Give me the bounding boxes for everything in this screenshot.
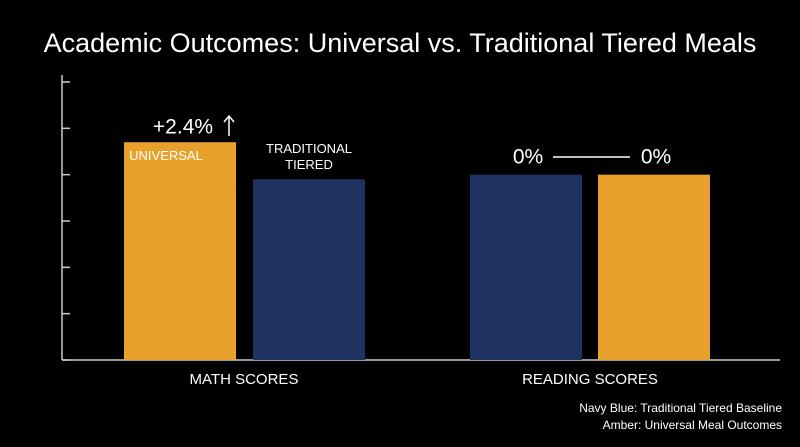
legend-note: Navy Blue: Traditional Tiered Baseline (579, 401, 782, 415)
x-tick-label: READING SCORES (522, 371, 658, 388)
series-label: UNIVERSAL (129, 148, 203, 163)
series-label: TRADITIONAL TIERED (266, 141, 352, 172)
bar (124, 142, 236, 360)
annotation: +2.4% (153, 116, 213, 139)
x-tick-label: MATH SCORES (190, 371, 299, 388)
annotation: 0% (641, 146, 671, 169)
chart-title: Academic Outcomes: Universal vs. Traditi… (44, 28, 757, 58)
legend-note: Amber: Universal Meal Outcomes (603, 418, 782, 432)
up-arrow (223, 114, 235, 136)
bar (598, 174, 710, 360)
annotation: 0% (513, 146, 543, 169)
bar (253, 179, 365, 360)
bar (470, 174, 582, 360)
